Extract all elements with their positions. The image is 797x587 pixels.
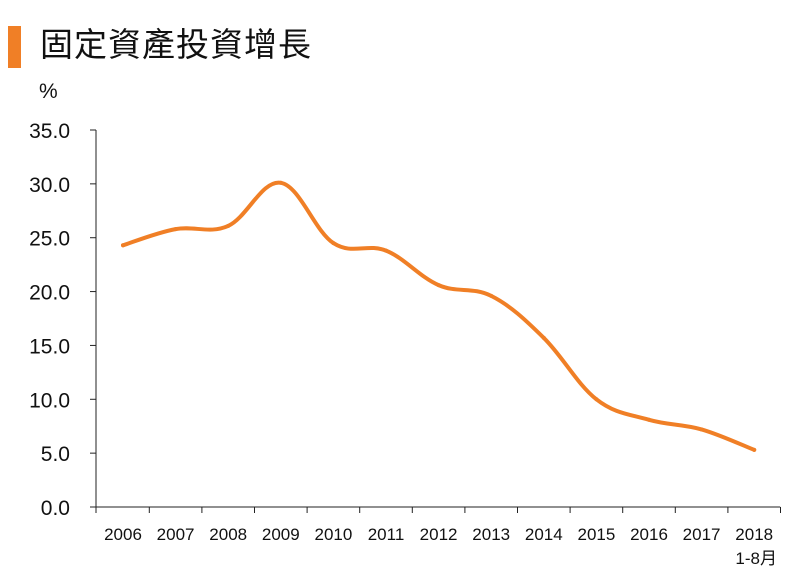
x-tick-label: 2013: [472, 525, 510, 544]
title-accent-bar: [8, 26, 21, 68]
series-line-0: [121, 180, 757, 452]
data-point: [489, 293, 494, 298]
y-tick-label: 0.0: [41, 497, 70, 520]
data-point: [699, 427, 704, 432]
y-tick-label: 20.0: [29, 282, 70, 305]
data-point: [226, 223, 231, 228]
x-tick-label: 2006: [104, 525, 142, 544]
x-tick-label: 2010: [314, 525, 352, 544]
x-axis-ticks: 2006 2007 2008 2009 2010 2011 2012 2013 2014 2015…: [95, 507, 781, 568]
x-tick-label: 2011: [368, 525, 405, 544]
y-tick-label: 25.0: [29, 228, 70, 251]
data-point: [331, 241, 336, 246]
data-point: [278, 180, 283, 185]
data-point: [121, 243, 125, 248]
x-tick-label: 2017: [683, 525, 721, 544]
data-point: [647, 417, 651, 422]
chart-title: 固定資產投資增長: [40, 25, 312, 64]
x-tick-label: 2016: [630, 525, 668, 544]
x-tick-label: 2009: [262, 525, 300, 544]
data-point: [436, 283, 441, 288]
chart-axes: [95, 130, 781, 508]
x-tick-label: 2012: [420, 525, 458, 544]
data-point: [752, 447, 757, 452]
chart-series: [121, 180, 757, 452]
y-tick-label: 35.0: [29, 120, 70, 143]
data-point: [173, 227, 178, 232]
x-tick-sublabel: 1-8月: [735, 549, 777, 568]
data-point: [594, 397, 599, 402]
x-tick-label: 2015: [577, 525, 615, 544]
y-tick-label: 30.0: [29, 174, 70, 197]
data-point: [384, 248, 388, 253]
y-tick-label: 5.0: [41, 443, 70, 466]
y-axis-ticks: 0.0 5.0 10.0 15.0 20.0 25.0 30.0 35.0: [29, 120, 96, 520]
x-tick-label: 2018: [735, 525, 773, 544]
data-point: [541, 335, 546, 340]
x-tick-label: 2014: [525, 525, 563, 544]
y-tick-label: 10.0: [29, 389, 70, 412]
x-tick-label: 2007: [157, 525, 195, 544]
y-axis-unit-label: %: [39, 80, 58, 103]
x-tick-label: 2008: [209, 525, 247, 544]
y-tick-label: 15.0: [29, 335, 70, 358]
